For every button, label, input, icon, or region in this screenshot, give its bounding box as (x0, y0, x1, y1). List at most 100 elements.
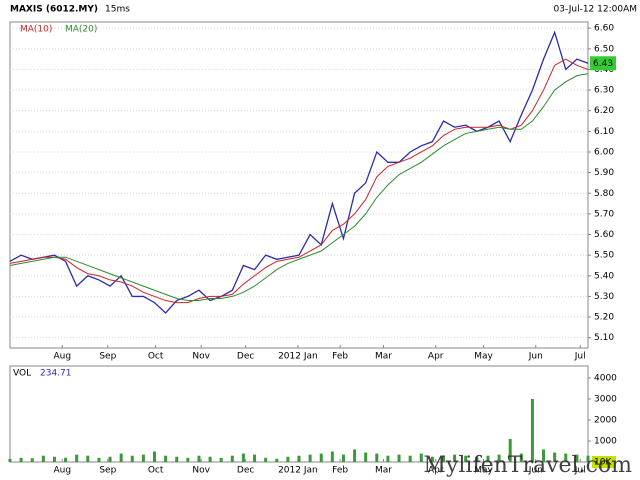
volume-bar (119, 453, 123, 462)
y-tick-label: 5.90 (594, 168, 614, 178)
volume-bar (542, 449, 546, 462)
y-tick-label: 6.20 (594, 106, 614, 116)
volume-value: 234.71 (40, 369, 72, 379)
volume-bar (275, 458, 279, 462)
x-tick-label: Apr (428, 466, 444, 476)
volume-bar (64, 457, 68, 462)
volume-bar (330, 451, 334, 462)
volume-bar (308, 454, 312, 462)
volume-title: VOL (13, 369, 31, 379)
volume-bar (19, 457, 23, 462)
volume-bar (8, 458, 12, 462)
volume-bar (75, 454, 79, 462)
x-tick-label: Mar (375, 352, 392, 362)
y-tick-label: 2000 (594, 415, 617, 425)
volume-bar (108, 456, 112, 462)
volume-bar (453, 454, 457, 462)
volume-bar (408, 455, 412, 462)
symbol: MAXIS (6012.MY) (10, 5, 98, 15)
x-tick-label: Dec (237, 352, 254, 362)
x-tick-label: Jul (574, 466, 586, 476)
volume-bar (419, 453, 423, 462)
volume-bar (264, 457, 268, 462)
interval: 15ms (105, 5, 130, 15)
volume-bar (553, 452, 557, 462)
y-tick-label: 5.10 (594, 333, 614, 343)
x-tick-label: Sep (99, 466, 116, 476)
x-tick-label: 2012 Jan (278, 466, 318, 476)
volume-bar (153, 451, 156, 462)
y-tick-label: 3000 (594, 394, 617, 404)
volume-bar (575, 454, 579, 462)
volume-bar (30, 458, 34, 462)
volume-bar (430, 456, 434, 462)
x-tick-label: Oct (148, 466, 164, 476)
volume-bar (475, 456, 479, 462)
x-tick-label: Sep (99, 352, 116, 362)
volume-bar (519, 453, 523, 462)
volume-bar (286, 456, 290, 462)
y-tick-label: 6.60 (594, 24, 614, 34)
x-tick-label: 2012 Jan (278, 352, 318, 362)
x-tick-label: Jun (528, 352, 543, 362)
y-tick-label: 6.10 (594, 127, 614, 137)
volume-bar (297, 455, 301, 462)
y-tick-label: 5.20 (594, 313, 614, 323)
corner-label: 10K (594, 458, 612, 468)
x-tick-label: Dec (237, 466, 254, 476)
last-value-label: 6.43 (593, 59, 613, 69)
volume-bar (197, 455, 201, 462)
date: 03-Jul-12 12:00AM (554, 5, 637, 15)
volume-bar (41, 455, 45, 462)
volume-bar (175, 456, 179, 462)
volume-bar (497, 454, 501, 462)
price-line (9, 73, 589, 302)
x-tick-label: Feb (332, 466, 348, 476)
volume-bar (253, 454, 257, 462)
x-tick-label: Feb (332, 352, 348, 362)
watermark: MylifenTravel.com (423, 453, 632, 478)
x-tick-label: Aug (53, 352, 71, 362)
y-tick-label: 5.40 (594, 271, 614, 281)
y-tick-label: 5.70 (594, 209, 614, 219)
y-tick-label: 6.50 (594, 44, 614, 54)
y-tick-label: 6.30 (594, 86, 614, 96)
volume-bar (530, 398, 534, 462)
volume-bar (486, 455, 490, 462)
volume-bar (464, 455, 468, 462)
y-tick-label: 5.50 (594, 251, 614, 261)
volume-bar (241, 453, 245, 462)
x-tick-label: Jun (528, 466, 543, 476)
volume-bar (508, 438, 512, 462)
x-tick-label: Nov (192, 352, 210, 362)
volume-bar (141, 454, 145, 462)
volume-bar (86, 455, 90, 462)
price-line (9, 58, 589, 304)
volume-bar (319, 453, 323, 462)
y-tick-label: 5.60 (594, 230, 614, 240)
volume-bar (230, 455, 234, 462)
volume-bar (208, 456, 212, 462)
x-tick-label: May (474, 466, 493, 476)
volume-bar (442, 455, 445, 462)
volume-bar (353, 449, 357, 462)
volume-bar (130, 455, 134, 462)
x-tick-label: Oct (148, 352, 164, 362)
x-tick-label: Aug (53, 466, 71, 476)
x-tick-label: Apr (428, 352, 444, 362)
y-tick-label: 5.30 (594, 292, 614, 302)
volume-bar (364, 452, 368, 462)
volume-bar (52, 456, 56, 462)
volume-bar (341, 454, 345, 462)
volume-bar (219, 457, 223, 462)
legend-entry: MA(10) (20, 25, 52, 35)
volume-bar (564, 453, 568, 462)
corner-box (592, 456, 616, 468)
volume-bar (586, 455, 590, 462)
volume-bar (164, 455, 168, 462)
volume-bar (97, 457, 101, 462)
x-tick-label: Nov (192, 466, 210, 476)
legend-entry: MA(20) (65, 25, 97, 35)
